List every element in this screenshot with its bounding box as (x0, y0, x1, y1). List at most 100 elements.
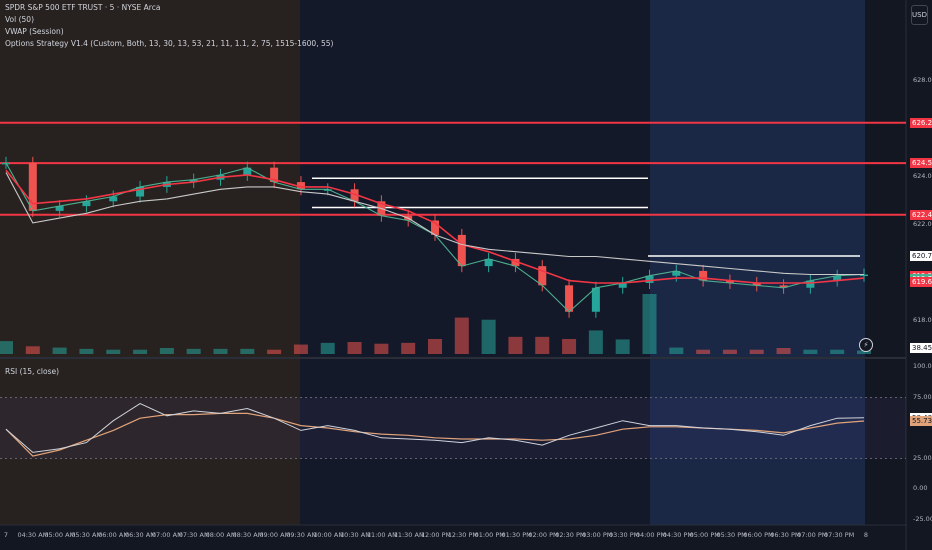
time-tick-label: 06:00 AM (98, 531, 129, 539)
time-tick-label: 04:30 AM (17, 531, 49, 539)
volume-bar (240, 348, 255, 354)
volume-bar (25, 346, 40, 354)
volume-bar (749, 349, 764, 354)
time-tick-label: 05:30 AM (71, 531, 103, 539)
time-tick-label: 02:00 PM (528, 531, 559, 539)
ema-red-line (5, 169, 865, 284)
volume-bar (830, 349, 845, 354)
volume-bar (696, 349, 711, 354)
time-tick-label: 07:00 AM (151, 531, 183, 539)
volume-bar (562, 339, 577, 354)
candle-body (350, 189, 359, 202)
volume-bar (293, 344, 308, 354)
currency-button[interactable]: USD (911, 5, 928, 25)
volume-bar (454, 317, 469, 354)
time-tick-label: 01:00 PM (474, 531, 505, 539)
volume-bar (669, 347, 684, 354)
volume-bar (508, 336, 523, 354)
time-tick-label: 09:30 AM (286, 531, 318, 539)
candle-body (457, 234, 466, 267)
candle-body (136, 186, 145, 197)
time-tick-label: 01:30 PM (501, 531, 532, 539)
volume-bar (52, 347, 67, 354)
rsi-band (0, 397, 906, 459)
volume-bar (615, 339, 630, 354)
candle-body (591, 287, 600, 312)
rsi-tick-label: 75.00 (913, 392, 932, 401)
time-tick-label: 03:00 PM (582, 531, 613, 539)
price-tick-label: 628.00 (913, 76, 932, 85)
price-tag: 626.27 (910, 117, 932, 128)
volume-bar (857, 350, 871, 354)
time-tick-label: 07:30 AM (178, 531, 210, 539)
candle-body (860, 274, 868, 277)
time-tick-label: 7 (3, 531, 9, 539)
rsi-tick-label: -25.00 (913, 514, 932, 523)
time-tick-label: 07:30 PM (823, 531, 855, 539)
candle-body (270, 167, 279, 183)
vwap-line (5, 172, 864, 276)
time-tick-label: 02:30 PM (555, 531, 586, 539)
indicator-options-strategy-label[interactable]: Options Strategy V1.4 (Custom, Both, 13,… (5, 39, 334, 48)
price-tick-label: 622.00 (913, 220, 932, 229)
volume-bar (642, 294, 657, 354)
candle-body (565, 285, 574, 312)
volume-bar (347, 342, 362, 354)
time-tick-label: 06:30 AM (124, 531, 156, 539)
candle-body (484, 258, 493, 267)
time-tick-label: 03:30 PM (608, 531, 640, 539)
volume-bar (374, 343, 389, 354)
time-tick-label: 07:00 PM (797, 531, 828, 539)
indicator-vwap-label[interactable]: VWAP (Session) (5, 27, 64, 36)
volume-bar (320, 342, 335, 354)
candle-body (243, 167, 252, 175)
volume-bar (803, 349, 818, 354)
time-tick-label: 08:30 AM (232, 531, 264, 539)
time-tick-label: 09:00 AM (259, 531, 291, 539)
price-tick-label: 624.00 (913, 172, 932, 181)
scroll-to-realtime-icon[interactable]: ⚡ (859, 338, 873, 352)
indicator-rsi-label[interactable]: RSI (15, close) (5, 367, 60, 376)
volume-bar (159, 348, 174, 354)
volume-bar (0, 341, 13, 354)
candle-body (511, 258, 520, 267)
candle-body (323, 189, 332, 191)
symbol-line[interactable]: SPDR S&P 500 ETF TRUST · 5 · NYSE Arca (5, 3, 161, 12)
rsi-line (5, 403, 865, 453)
candle-body (699, 270, 708, 281)
volume-bar (481, 319, 496, 354)
volume-bar (213, 348, 228, 354)
price-tag: 624.59 (910, 158, 932, 169)
volume-bar (722, 349, 737, 354)
volume-bar (401, 342, 416, 354)
time-tick-label: 12:00 PM (420, 531, 452, 539)
time-tick-label: 06:30 PM (770, 531, 801, 539)
volume-bar (133, 349, 148, 354)
time-tick-label: 05:30 PM (716, 531, 747, 539)
candle-body (296, 182, 305, 190)
candle-body (833, 275, 842, 281)
candle-body (55, 206, 64, 211)
time-tick-label: 04:00 PM (635, 531, 667, 539)
volume-bar (267, 349, 282, 354)
candle-body (779, 285, 788, 288)
time-tick-label: 12:30 PM (447, 531, 479, 539)
volume-bar (776, 348, 791, 354)
time-tick-label: 11:00 AM (366, 531, 398, 539)
volume-bar (535, 336, 550, 354)
rsi-tick-label: 100.00 (913, 362, 932, 370)
time-tick-label: 11:30 AM (393, 531, 425, 539)
candle-body (645, 275, 654, 283)
premarket-session-bg (0, 0, 300, 525)
rsi-tick-label: 25.00 (913, 453, 932, 462)
candle-body (618, 282, 627, 288)
afterhours-session-bg (650, 0, 865, 525)
indicator-volume-label[interactable]: Vol (50) (5, 15, 35, 24)
candle-body (672, 270, 681, 276)
time-tick-label: 06:00 PM (743, 531, 774, 539)
time-tick-label: 10:30 AM (339, 531, 371, 539)
candle-body (806, 280, 815, 288)
volume-tag: 38.45K (910, 343, 932, 353)
candle-body (82, 201, 91, 207)
